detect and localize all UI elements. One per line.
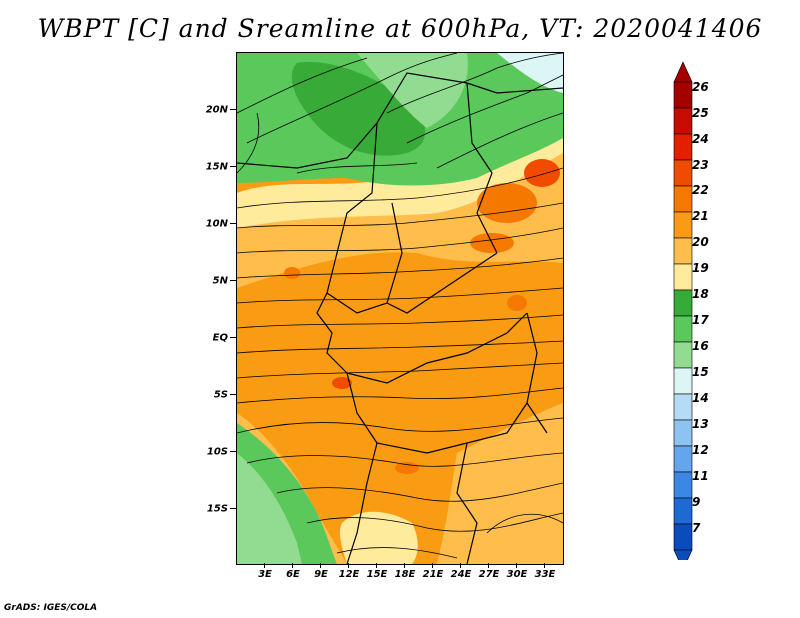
lon-tick — [404, 563, 405, 568]
colorbar-swatch — [673, 81, 693, 109]
lon-label-27e: 27E — [478, 569, 500, 580]
lon-tick — [488, 563, 489, 568]
colorbar-label: 9 — [692, 495, 701, 509]
colorbar-label: 26 — [692, 80, 709, 94]
lon-tick — [516, 563, 517, 568]
field-light-orange-se — [437, 403, 563, 564]
lat-label-5s: 5S — [213, 389, 228, 401]
map-panel — [236, 52, 564, 565]
lat-tick — [230, 394, 236, 395]
colorbar-swatch — [673, 445, 693, 473]
colorbar-swatch — [673, 211, 693, 239]
field-deep-orange-2 — [524, 159, 560, 187]
colorbar-swatch — [673, 367, 693, 395]
colorbar-label: 20 — [692, 235, 709, 249]
field-light-green-north — [357, 53, 468, 128]
colorbar-arrow-top — [673, 61, 693, 83]
field-deep-orange-1 — [477, 183, 537, 223]
lon-label-24e: 24E — [450, 569, 472, 580]
colorbar-swatch — [673, 185, 693, 213]
colorbar-arrow-bottom — [673, 549, 693, 560]
colorbar-label: 14 — [692, 391, 709, 405]
wbpt-map — [237, 53, 563, 564]
lon-label-9e: 9E — [314, 569, 328, 580]
colorbar-swatch — [673, 315, 693, 343]
lon-tick — [320, 563, 321, 568]
lat-tick — [230, 451, 236, 452]
lat-tick — [230, 223, 236, 224]
lon-tick — [264, 563, 265, 568]
lat-label-20n: 20N — [205, 104, 228, 116]
lat-label-10s: 10S — [206, 446, 228, 458]
colorbar-swatch — [673, 497, 693, 525]
lon-label-21e: 21E — [422, 569, 444, 580]
field-light-green-sw — [237, 453, 302, 564]
colorbar-swatch — [673, 419, 693, 447]
lon-tick — [376, 563, 377, 568]
lon-tick — [460, 563, 461, 568]
lat-tick — [230, 280, 236, 281]
colorbar-swatch — [673, 341, 693, 369]
colorbar-label: 13 — [692, 417, 709, 431]
lat-label-eq: EQ — [212, 332, 228, 344]
lat-tick — [230, 508, 236, 509]
chart-title: WBPT [C] and Sreamline at 600hPa, VT: 20… — [37, 14, 763, 43]
lon-tick — [432, 563, 433, 568]
streamlines — [237, 53, 563, 559]
lon-label-33e: 33E — [534, 569, 556, 580]
colorbar-label: 17 — [692, 313, 709, 327]
colorbar-swatch — [673, 237, 693, 265]
lat-tick — [230, 337, 236, 338]
field-yellow-south — [339, 511, 418, 564]
lon-label-12e: 12E — [338, 569, 360, 580]
colorbar-label: 22 — [692, 183, 709, 197]
lat-tick — [230, 166, 236, 167]
lon-label-15e: 15E — [366, 569, 388, 580]
colorbar-swatch — [673, 107, 693, 135]
colorbar-label: 23 — [692, 158, 709, 172]
colorbar-label: 21 — [692, 209, 709, 223]
lat-label-15n: 15N — [205, 161, 228, 173]
colorbar-label: 12 — [692, 443, 709, 457]
lon-label-18e: 18E — [394, 569, 416, 580]
lat-label-5n: 5N — [212, 275, 228, 287]
country-borders — [237, 72, 563, 564]
colorbar-label: 7 — [692, 521, 701, 535]
colorbar-label: 18 — [692, 287, 709, 301]
lon-tick — [544, 563, 545, 568]
colorbar-label: 25 — [692, 106, 709, 120]
colorbar-swatch — [673, 393, 693, 421]
lon-label-3e: 3E — [258, 569, 272, 580]
colorbar-label: 16 — [692, 339, 709, 353]
field-deep-orange-6 — [507, 295, 527, 311]
colorbar-swatch — [673, 289, 693, 317]
lat-label-10n: 10N — [205, 218, 228, 230]
lon-tick — [348, 563, 349, 568]
colorbar-label: 11 — [692, 469, 709, 483]
footer-credit: GrADS: IGES/COLA — [4, 603, 98, 613]
lat-label-15s: 15S — [206, 503, 228, 515]
colorbar-swatch — [673, 523, 693, 551]
colorbar-swatch — [673, 133, 693, 161]
colorbar-label: 19 — [692, 261, 709, 275]
field-red-orange-4 — [332, 377, 352, 389]
colorbar-label: 24 — [692, 132, 709, 146]
colorbar-swatch — [673, 263, 693, 291]
colorbar-swatch — [673, 471, 693, 499]
colorbar — [673, 61, 693, 560]
lon-label-6e: 6E — [286, 569, 300, 580]
field-deep-orange-5 — [395, 462, 419, 474]
colorbar-swatch — [673, 159, 693, 187]
field-dark-green-north — [291, 62, 426, 156]
lon-tick — [292, 563, 293, 568]
lat-tick — [230, 109, 236, 110]
colorbar-label: 15 — [692, 365, 709, 379]
lon-label-30e: 30E — [506, 569, 528, 580]
field-deep-orange-7 — [284, 267, 300, 279]
